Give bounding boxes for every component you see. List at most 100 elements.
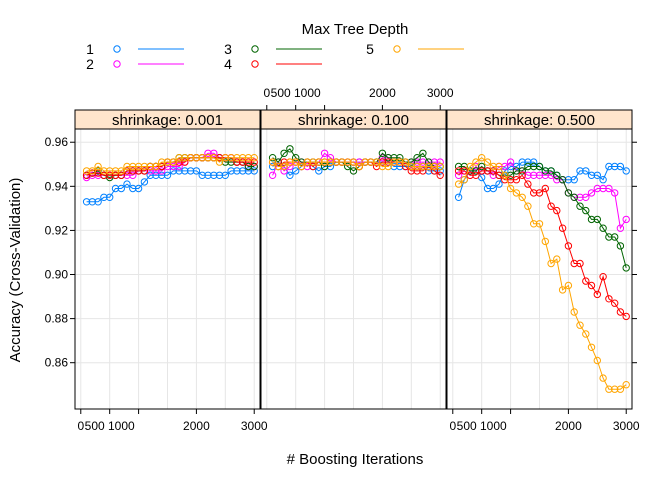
- data-point: [576, 193, 584, 202]
- panel-border: [260, 128, 447, 410]
- data-point: [524, 202, 532, 210]
- data-point: [292, 158, 300, 166]
- data-point: [622, 381, 630, 389]
- data-point: [616, 224, 625, 232]
- data-point: [204, 154, 212, 162]
- data-point: [268, 162, 277, 171]
- data-point: [106, 171, 114, 180]
- data-point: [221, 171, 230, 180]
- legend-label-1: 1: [86, 41, 94, 57]
- y-axis: 0.86 0.88 0.90 0.92 0.94 0.96: [45, 135, 637, 370]
- panel-border: [446, 128, 633, 410]
- x-tick-label: 500 1000: [457, 419, 507, 433]
- data-point: [250, 158, 258, 166]
- data-point: [280, 149, 288, 158]
- data-point: [611, 233, 619, 241]
- data-point: [239, 154, 247, 162]
- data-point: [425, 162, 433, 171]
- x-tick-label: 2000: [555, 419, 582, 433]
- data-point: [599, 374, 607, 382]
- data-point: [518, 193, 526, 202]
- data-point: [576, 202, 584, 210]
- data-point: [303, 158, 311, 166]
- data-point: [140, 178, 149, 186]
- data-point: [582, 277, 590, 285]
- data-point: [140, 167, 149, 175]
- x-tick-label: 3000: [241, 419, 268, 433]
- data-point: [129, 171, 137, 180]
- data-point: [582, 330, 590, 338]
- data-point: [530, 220, 538, 228]
- data-point: [349, 158, 358, 166]
- data-point: [215, 171, 224, 180]
- legend-label-4: 4: [224, 56, 232, 72]
- data-point: [535, 220, 544, 228]
- data-point: [407, 158, 415, 166]
- data-point: [611, 162, 619, 171]
- legend-label-3: 3: [224, 41, 232, 57]
- data-point: [593, 215, 601, 224]
- data-point: [390, 162, 398, 171]
- data-point: [478, 162, 486, 171]
- data-point: [622, 167, 630, 175]
- data-point: [558, 286, 567, 294]
- x-tick-label: 2000: [369, 86, 396, 100]
- data-point: [454, 171, 463, 180]
- data-point: [186, 154, 195, 162]
- panel-border: [74, 128, 261, 410]
- data-point: [599, 273, 607, 281]
- data-point: [163, 171, 172, 180]
- data-point: [547, 259, 555, 268]
- data-point: [303, 162, 311, 171]
- data-point: [158, 171, 166, 180]
- data-point: [390, 154, 398, 162]
- data-point: [88, 167, 97, 175]
- data-point: [227, 167, 235, 175]
- data-point: [344, 158, 352, 166]
- data-point: [506, 176, 515, 184]
- data-point: [250, 167, 258, 175]
- data-point: [111, 184, 120, 193]
- y-tick-label: 0.96: [45, 135, 69, 149]
- data-point: [622, 264, 630, 272]
- data-point: [292, 167, 300, 175]
- data-point: [576, 321, 584, 329]
- data-point: [355, 162, 363, 171]
- data-point: [413, 167, 421, 175]
- data-point: [280, 158, 288, 166]
- data-point: [129, 167, 137, 175]
- data-point: [413, 158, 421, 166]
- data-point: [466, 171, 474, 180]
- data-point: [82, 198, 91, 206]
- data-point: [361, 158, 369, 166]
- data-point: [436, 171, 444, 180]
- data-point: [553, 206, 561, 215]
- data-point: [530, 162, 538, 171]
- data-point: [309, 158, 317, 166]
- data-point: [436, 158, 444, 166]
- data-point: [419, 162, 427, 171]
- panel-2: shrinkage: 0.100 0 500 1000 2000 3000: [260, 86, 454, 410]
- data-point: [152, 167, 160, 175]
- data-point: [396, 162, 404, 171]
- data-point: [605, 184, 613, 193]
- data-point: [547, 171, 555, 180]
- data-point: [123, 180, 131, 188]
- data-point: [472, 171, 480, 180]
- data-point: [454, 167, 463, 175]
- data-point: [384, 162, 392, 171]
- data-point: [605, 295, 613, 303]
- data-point: [100, 171, 108, 180]
- data-point: [495, 171, 503, 180]
- data-point: [524, 171, 532, 180]
- data-point: [454, 193, 463, 202]
- data-point: [181, 158, 189, 166]
- data-point: [233, 167, 241, 175]
- data-point: [169, 167, 178, 175]
- data-point: [384, 154, 392, 162]
- data-point: [227, 154, 235, 162]
- data-point: [407, 167, 415, 175]
- data-point: [401, 162, 410, 171]
- data-point: [593, 171, 601, 180]
